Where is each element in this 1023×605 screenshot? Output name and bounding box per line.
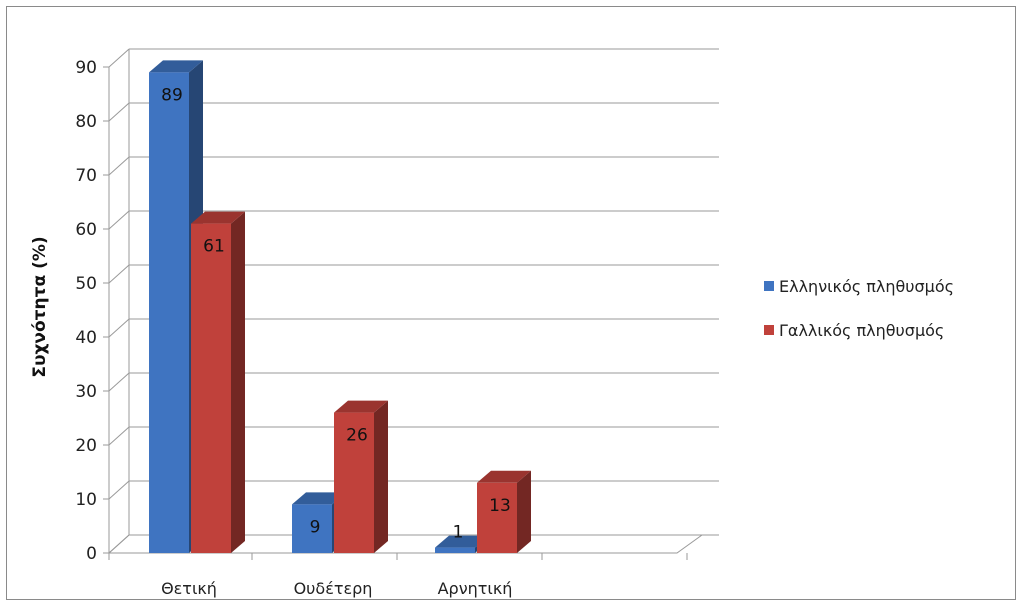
- bar: 9: [292, 492, 346, 553]
- bar-front: [435, 547, 475, 553]
- gridline-depth: [108, 480, 130, 500]
- bar-front: [191, 223, 231, 553]
- legend-item: Ελληνικός πληθυσμός: [764, 277, 954, 296]
- bar-top: [334, 400, 388, 413]
- bar-top: [292, 492, 346, 505]
- legend-label: Γαλλικός πληθυσμός: [779, 321, 944, 340]
- gridline-depth: [108, 102, 130, 122]
- y-tick-label: 70: [75, 166, 97, 186]
- gridline-depth: [108, 318, 130, 338]
- bar-top: [435, 535, 489, 548]
- y-tick-label: 80: [75, 112, 97, 132]
- bar-front: [292, 504, 332, 553]
- bar: 13: [477, 470, 531, 553]
- y-tick-label: 30: [75, 382, 97, 402]
- bar-top: [149, 60, 203, 73]
- x-tick-label: Ουδέτερη: [294, 579, 373, 598]
- y-tick-label: 0: [86, 544, 97, 564]
- data-label: 89: [161, 85, 183, 105]
- legend-swatch: [764, 325, 774, 335]
- bar-side: [231, 211, 245, 553]
- bar-front: [477, 482, 517, 553]
- gridline-depth: [108, 48, 130, 68]
- y-tick-label: 40: [75, 328, 97, 348]
- legend-item: Γαλλικός πληθυσμός: [764, 321, 944, 340]
- gridline-depth: [108, 534, 130, 554]
- y-tick-label: 10: [75, 490, 97, 510]
- bar-side: [374, 400, 388, 553]
- gridline-depth: [108, 426, 130, 446]
- gridline-depth: [108, 156, 130, 176]
- bar-chart: 0 10 20 30 40 50 60 70 80 90 89 61 9 26 1 13 Θετική Ουδ…: [30, 48, 954, 598]
- bar: 26: [334, 400, 388, 553]
- bar: 61: [191, 211, 245, 553]
- gridline-depth: [108, 264, 130, 284]
- bar-top: [477, 470, 531, 483]
- y-axis-title: Συχνότητα (%): [30, 236, 50, 377]
- y-axis-ticks: 0 10 20 30 40 50 60 70 80 90: [75, 58, 109, 564]
- bars: 89 61 9 26 1 13: [149, 60, 531, 554]
- y-tick-label: 20: [75, 436, 97, 456]
- y-tick-label: 60: [75, 220, 97, 240]
- x-tick-label: Θετική: [161, 579, 217, 598]
- bar-side: [517, 470, 531, 553]
- bar-top: [191, 211, 245, 224]
- legend: Ελληνικός πληθυσμός Γαλλικός πληθυσμός: [764, 277, 954, 340]
- x-tick-label: Αρνητική: [438, 579, 513, 598]
- y-tick-label: 50: [75, 274, 97, 294]
- gridline-depth: [108, 372, 130, 392]
- bar: 89: [149, 60, 203, 554]
- gridline-depth: [108, 210, 130, 230]
- x-axis-labels: Θετική Ουδέτερη Αρνητική: [108, 553, 688, 598]
- chart-frame: 0 10 20 30 40 50 60 70 80 90 89 61 9 26 1 13 Θετική Ουδ…: [6, 6, 1016, 600]
- legend-label: Ελληνικός πληθυσμός: [779, 277, 954, 296]
- y-tick-label: 90: [75, 58, 97, 78]
- data-label: 13: [489, 496, 511, 516]
- bar-front: [334, 412, 374, 553]
- data-label: 9: [310, 517, 321, 537]
- legend-swatch: [764, 281, 774, 291]
- data-label: 26: [346, 426, 368, 446]
- data-label: 61: [203, 237, 225, 257]
- data-label: 1: [453, 523, 464, 543]
- bar-front: [149, 72, 189, 554]
